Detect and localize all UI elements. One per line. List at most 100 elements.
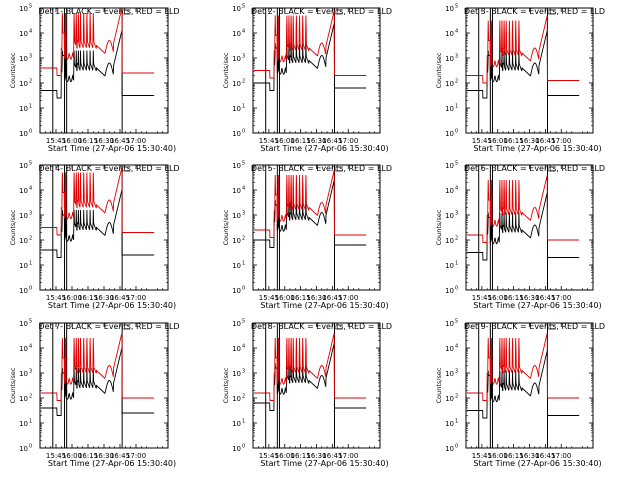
y-tick-label: 10: [445, 420, 454, 428]
y-axis-label: Counts/sec: [9, 367, 17, 403]
y-tick-label: 10: [19, 55, 28, 63]
y-tick-label: 10: [19, 287, 28, 295]
y-tick-label: 10: [232, 30, 241, 38]
x-tick-label: 15:45: [472, 137, 492, 145]
y-tick-label: 10: [445, 237, 454, 245]
bracket-marker: [335, 166, 343, 172]
y-tick-exponent: 0: [455, 444, 458, 450]
y-tick-exponent: 0: [242, 286, 245, 292]
y-axis-label: Counts/sec: [222, 367, 230, 403]
y-tick-exponent: 4: [29, 186, 32, 192]
lld-series-line: [467, 333, 580, 401]
bracket-marker: [335, 9, 343, 15]
x-tick-label: 16:30: [94, 452, 114, 460]
y-tick-label: 10: [232, 420, 241, 428]
bracket-marker: [548, 9, 556, 15]
x-axis-label: Start Time (27-Apr-06 15:30:40): [48, 301, 176, 310]
y-tick-exponent: 1: [242, 419, 245, 425]
y-tick-exponent: 5: [242, 161, 245, 167]
x-tick-label: 16:30: [519, 137, 539, 145]
y-tick-label: 10: [445, 105, 454, 113]
lld-series-line: [467, 175, 580, 243]
y-tick-exponent: 4: [455, 186, 458, 192]
y-tick-exponent: 3: [455, 369, 458, 375]
y-tick-label: 10: [232, 80, 241, 88]
y-tick-label: 10: [19, 162, 28, 170]
x-tick-label: 16:30: [306, 294, 326, 302]
y-tick-label: 10: [445, 187, 454, 195]
x-tick-label: 15:45: [472, 294, 492, 302]
y-tick-exponent: 2: [455, 79, 458, 85]
x-tick-label: 16:15: [78, 452, 98, 460]
y-tick-exponent: 2: [29, 236, 32, 242]
x-tick-label: 16:15: [504, 294, 524, 302]
bracket-marker: [548, 324, 556, 330]
y-tick-exponent: 3: [242, 54, 245, 60]
y-tick-label: 10: [232, 395, 241, 403]
y-axis-label: Counts/sec: [435, 52, 443, 88]
events-series-line: [467, 30, 580, 99]
lld-series-line: [467, 15, 580, 84]
y-tick-exponent: 2: [29, 79, 32, 85]
y-tick-exponent: 0: [29, 444, 32, 450]
panel-title: Det 8- BLACK = Events, RED = LLD: [251, 322, 392, 331]
y-tick-exponent: 1: [29, 419, 32, 425]
x-tick-label: 16:00: [275, 137, 295, 145]
y-tick-label: 10: [19, 370, 28, 378]
x-tick-label: 16:15: [291, 137, 311, 145]
events-series-line: [41, 189, 155, 258]
plot-frame: [252, 322, 381, 449]
y-axis-label: Counts/sec: [222, 209, 230, 245]
lld-series-line: [254, 333, 367, 401]
y-tick-exponent: 0: [29, 286, 32, 292]
plot-frame: [39, 322, 169, 449]
x-tick-label: 16:45: [322, 452, 342, 460]
x-tick-label: 16:45: [535, 452, 555, 460]
x-tick-label: 17:00: [126, 452, 146, 460]
bracket-marker: [123, 324, 131, 330]
y-tick-label: 10: [445, 395, 454, 403]
panel-title: Det 2- BLACK = Events, RED = LLD: [251, 7, 392, 16]
x-tick-label: 16:15: [504, 137, 524, 145]
lld-series-line: [41, 7, 155, 76]
panel-title: Det 4- BLACK = Events, RED = LLD: [38, 164, 179, 173]
y-axis-label: Counts/sec: [222, 52, 230, 88]
y-tick-label: 10: [445, 262, 454, 270]
x-tick-label: 17:00: [551, 294, 571, 302]
x-tick-label: 16:00: [488, 452, 508, 460]
y-tick-label: 10: [445, 5, 454, 13]
x-axis-label: Start Time (27-Apr-06 15:30:40): [48, 459, 176, 468]
y-tick-exponent: 5: [242, 319, 245, 325]
y-tick-label: 10: [445, 345, 454, 353]
x-tick-label: 16:30: [306, 137, 326, 145]
y-tick-exponent: 2: [242, 394, 245, 400]
y-tick-label: 10: [445, 212, 454, 220]
y-tick-exponent: 3: [242, 211, 245, 217]
y-tick-label: 10: [19, 237, 28, 245]
x-tick-label: 16:45: [322, 137, 342, 145]
x-tick-label: 16:30: [306, 452, 326, 460]
plot-frame: [465, 322, 594, 449]
y-tick-exponent: 0: [242, 129, 245, 135]
x-tick-label: 15:45: [46, 137, 66, 145]
plot-frame: [465, 7, 594, 134]
events-series-line: [41, 30, 155, 99]
y-tick-label: 10: [445, 30, 454, 38]
y-tick-label: 10: [19, 420, 28, 428]
y-tick-exponent: 4: [455, 344, 458, 350]
y-tick-exponent: 1: [29, 261, 32, 267]
x-tick-label: 16:15: [291, 294, 311, 302]
y-tick-label: 10: [232, 237, 241, 245]
x-tick-label: 16:00: [62, 294, 82, 302]
panel-title: Det 6- BLACK = Events, RED = LLD: [464, 164, 605, 173]
y-tick-label: 10: [232, 262, 241, 270]
x-tick-label: 15:45: [472, 452, 492, 460]
x-tick-label: 15:45: [46, 294, 66, 302]
x-tick-label: 16:45: [110, 294, 130, 302]
bracket-marker: [123, 166, 131, 172]
y-tick-label: 10: [232, 370, 241, 378]
y-tick-exponent: 5: [455, 161, 458, 167]
